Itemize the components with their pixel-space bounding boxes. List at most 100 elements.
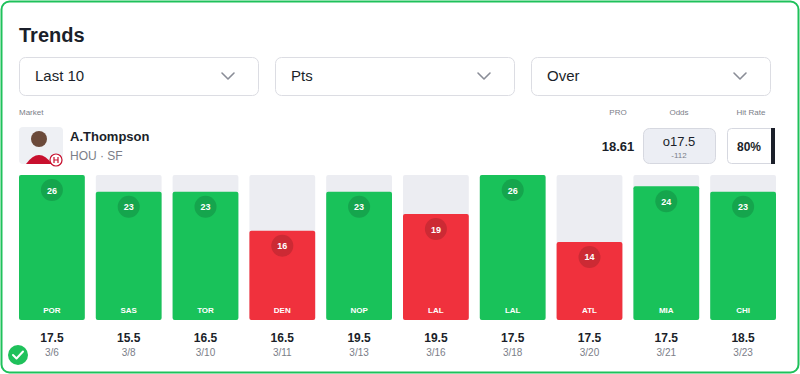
bar [249,231,315,320]
category-label: TOR [197,306,214,315]
odds-box[interactable]: o17.5 -112 [644,129,716,164]
date-label: 3/13 [349,347,369,358]
category-label: ATL [582,306,597,315]
page: { "header": { "title": "Trends", "filter… [0,0,800,374]
dropdown-box[interactable] [532,58,771,96]
value-badge [348,196,370,218]
date-label: 3/16 [426,347,446,358]
odds-label: Odds [669,108,688,117]
line-label: 19.5 [424,331,448,345]
bar [557,242,623,320]
dropdown-label: Pts [291,67,313,84]
bar [710,192,776,320]
pro-label: PRO [609,108,626,117]
dropdown-chevron[interactable] [478,73,490,79]
odds-box-bg[interactable] [644,129,716,164]
bar [480,175,546,320]
pro-value: 18.61 [602,139,635,154]
line-label: 16.5 [271,331,295,345]
dropdown-box[interactable] [276,58,515,96]
category-label: SAS [120,306,137,315]
line-label: 16.5 [194,331,218,345]
team-logo [50,154,62,166]
bar-track [96,175,162,320]
value-badge [502,179,524,201]
date-label: 3/11 [273,347,292,358]
value-label: 26 [508,186,518,196]
bar [326,192,392,320]
category-label: POR [43,306,61,315]
value-badge [41,179,63,201]
value-label: 16 [277,241,287,251]
date-label: 3/18 [503,347,523,358]
date-label: 3/21 [657,347,677,358]
value-label: 26 [47,186,57,196]
category-label: LAL [428,306,444,315]
bars [19,175,776,320]
bar-track [173,175,239,320]
card-svg: Trends Last 10 Pts Over Market PRO Odds Hit Rat… [0,0,800,374]
check-circle [8,345,28,365]
team-logo-mark [54,157,58,163]
odds-value: o17.5 [663,134,696,149]
filter-dropdown[interactable]: Over [532,58,771,96]
line-label: 17.5 [40,331,64,345]
category-label: CHI [736,306,750,315]
hit-rate-bg [728,129,775,164]
hit-rate-label: Hit Rate [737,108,766,117]
bar-tracks [19,175,776,320]
filter-dropdown[interactable]: Last 10 [20,58,259,96]
value-badge [655,190,677,212]
date-label: 3/10 [196,347,216,358]
bar [96,192,162,320]
category-label: LAL [505,306,521,315]
dropdown-chevron[interactable] [734,73,746,79]
avatar-head [31,131,47,147]
market-label: Market [19,108,44,117]
bar-track [480,175,546,320]
value-label: 23 [124,202,134,212]
bar-track [403,175,469,320]
line-label: 17.5 [501,331,525,345]
bar-track [249,175,315,320]
value-label: 23 [354,202,364,212]
value-badge [195,196,217,218]
bar [19,175,85,320]
line-label: 18.5 [731,331,755,345]
date-label: 3/23 [733,347,753,358]
value-badge [732,196,754,218]
odds-price: -112 [671,151,687,160]
value-label: 24 [661,197,671,207]
value-label: 23 [200,202,210,212]
bar-track [710,175,776,320]
dropdown-label: Last 10 [35,67,84,84]
dropdown-label: Over [547,67,580,84]
bar-labels: 26POR17.53/623SAS15.53/823TOR16.53/1016D… [40,179,755,358]
value-label: 19 [431,225,441,235]
date-label: 3/8 [122,347,136,358]
bar [173,192,239,320]
dropdown-chevron[interactable] [222,73,234,79]
title: Trends [19,24,85,46]
bar-track [557,175,623,320]
player-name: A.Thompson [70,129,149,144]
date-label: 3/20 [580,347,600,358]
value-badge [425,218,447,240]
player-team: HOU · SF [70,149,123,163]
bar-track [19,175,85,320]
bar [403,214,469,320]
hit-rate-indicator [771,128,775,164]
card-frame [2,2,799,373]
line-label: 17.5 [578,331,602,345]
filter-dropdown[interactable]: Pts [276,58,515,96]
line-label: 19.5 [347,331,371,345]
value-badge [579,246,601,268]
line-label: 17.5 [655,331,679,345]
dropdown-box[interactable] [20,58,259,96]
check-mark [13,352,23,359]
player-avatar [19,127,63,166]
hit-rate-box: 80% [728,128,776,164]
hit-rate-value: 80% [737,140,761,154]
category-label: DEN [274,306,291,315]
date-label: 3/6 [45,347,59,358]
